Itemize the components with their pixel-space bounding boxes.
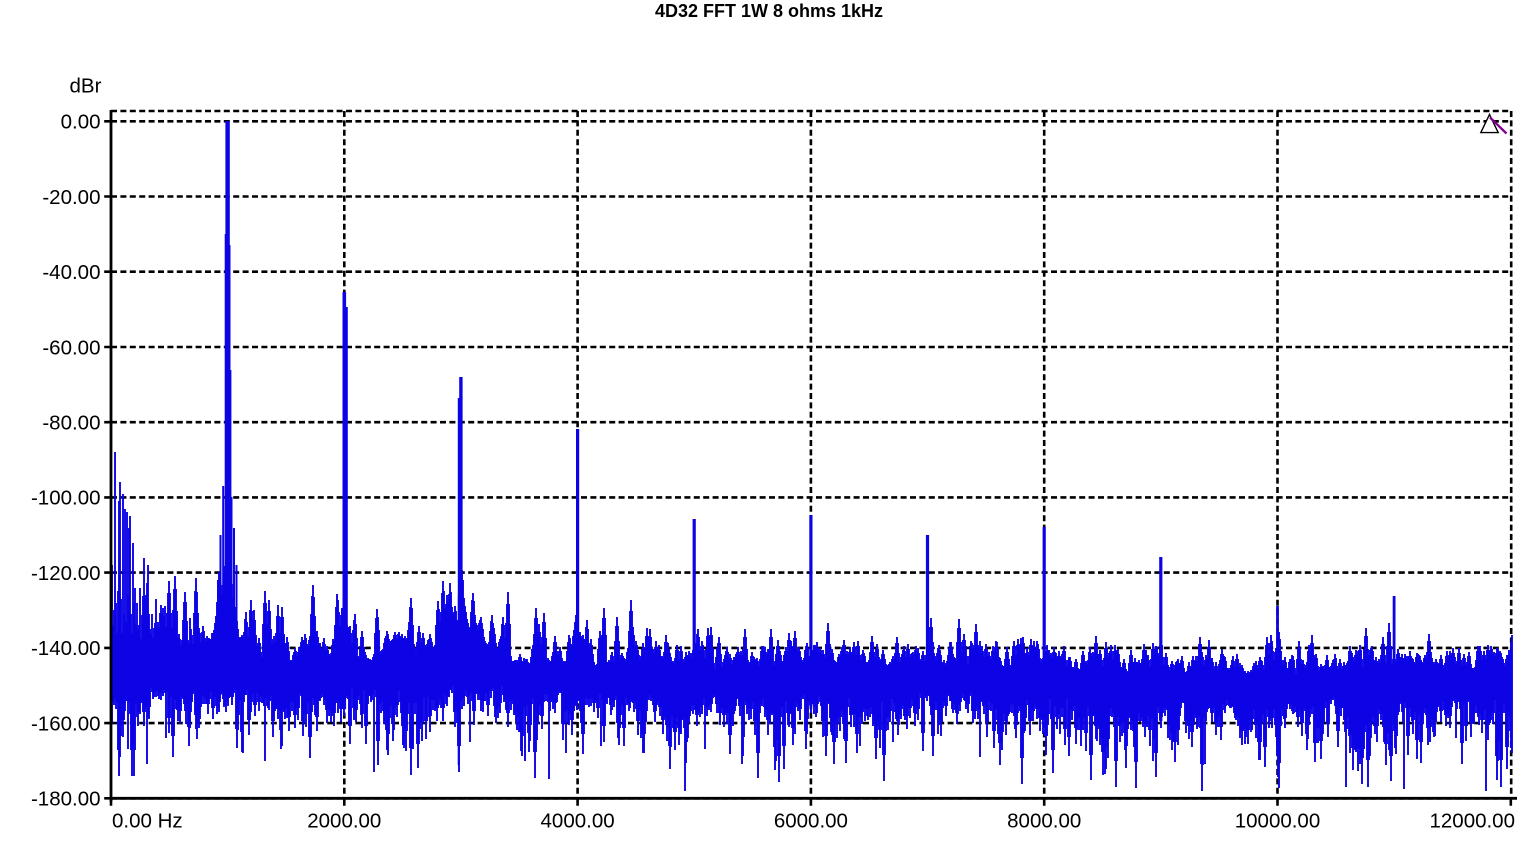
svg-text:12000.00: 12000.00 — [1429, 810, 1515, 833]
svg-text:-140.00: -140.00 — [31, 637, 101, 660]
svg-text:-100.00: -100.00 — [31, 487, 101, 510]
svg-text:-180.00: -180.00 — [31, 788, 101, 811]
svg-text:-80.00: -80.00 — [42, 412, 100, 435]
svg-text:-120.00: -120.00 — [31, 562, 101, 585]
svg-text:4000.00: 4000.00 — [541, 810, 615, 833]
svg-text:-20.00: -20.00 — [42, 186, 100, 209]
svg-text:-60.00: -60.00 — [42, 336, 100, 359]
svg-text:10000.00: 10000.00 — [1235, 810, 1321, 833]
svg-text:-40.00: -40.00 — [42, 261, 100, 284]
svg-text:4D32 FFT 1W 8 ohms 1kHz: 4D32 FFT 1W 8 ohms 1kHz — [655, 1, 883, 21]
svg-text:dBr: dBr — [70, 75, 102, 98]
svg-text:6000.00: 6000.00 — [774, 810, 848, 833]
svg-text:0.00: 0.00 — [61, 111, 101, 134]
svg-text:8000.00: 8000.00 — [1007, 810, 1081, 833]
svg-text:-160.00: -160.00 — [31, 712, 101, 735]
svg-text:2000.00: 2000.00 — [307, 810, 381, 833]
svg-text:0.00 Hz: 0.00 Hz — [112, 810, 183, 833]
